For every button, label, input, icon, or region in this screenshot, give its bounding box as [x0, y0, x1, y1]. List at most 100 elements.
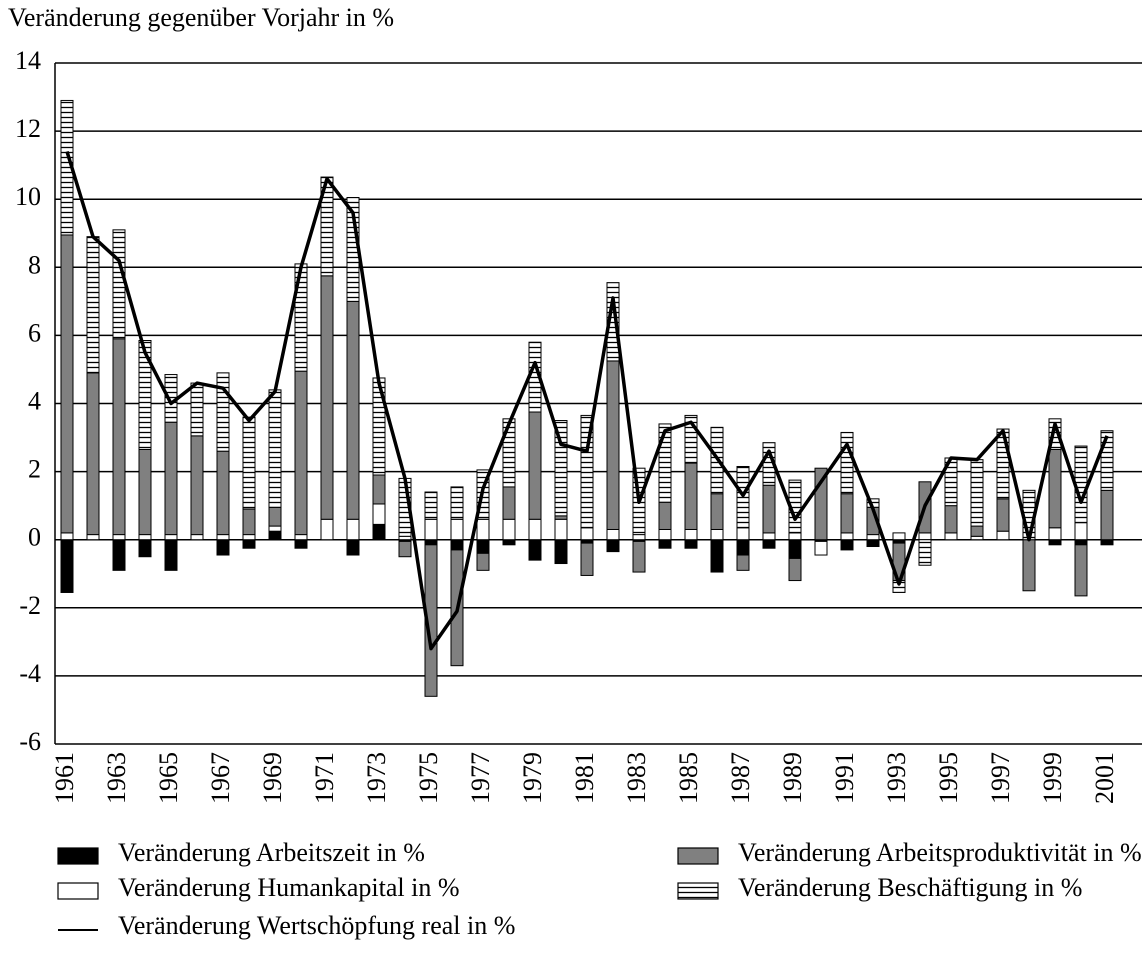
bar-segment: [736, 539, 750, 556]
bar-segment: [502, 486, 516, 520]
bar-segment: [606, 282, 620, 362]
bar-segment: [112, 539, 126, 571]
bar-segment: [112, 534, 126, 541]
bar-segment: [996, 530, 1010, 541]
bar-segment: [788, 532, 802, 541]
bar-segment: [528, 518, 542, 541]
y-tick-label: 0: [28, 523, 41, 552]
bar-segment: [164, 421, 178, 536]
bar-segment: [60, 539, 74, 593]
x-tick-label: 1987: [726, 752, 755, 804]
x-tick-label: 1999: [1038, 752, 1067, 804]
legend-label: Veränderung Arbeitszeit in %: [118, 838, 425, 867]
bar-segment: [268, 389, 282, 508]
bar-segment: [814, 540, 828, 556]
x-tick-label: 1997: [986, 752, 1015, 804]
x-tick-label: 1965: [154, 752, 183, 804]
bar-segment: [840, 539, 854, 551]
bar-segment: [892, 532, 906, 541]
bar-segment: [294, 370, 308, 536]
legend-swatch: [57, 882, 99, 900]
bar-segment: [164, 539, 178, 571]
x-tick-label: 1967: [206, 752, 235, 804]
bar-segment: [86, 372, 100, 536]
bar-segment: [476, 539, 490, 554]
bar-segment: [632, 540, 646, 573]
bar-segment: [346, 539, 360, 556]
x-tick-label: 1985: [674, 752, 703, 804]
x-tick-label: 1989: [778, 752, 807, 804]
bar-segment: [892, 539, 906, 544]
bar-segment: [970, 535, 984, 541]
bar-segment: [606, 539, 620, 553]
bar-segment: [762, 484, 776, 534]
bar-segment: [580, 542, 594, 576]
bar-segment: [554, 539, 568, 565]
chart-title: Veränderung gegenüber Vorjahr in %: [8, 3, 394, 32]
y-tick-label: 6: [28, 318, 41, 347]
bar-segment: [606, 528, 620, 541]
bar-segment: [996, 428, 1010, 500]
bar-segment: [788, 557, 802, 582]
y-tick-label: 12: [15, 114, 41, 143]
bar-segment: [138, 534, 152, 541]
bar-segment: [138, 539, 152, 558]
bar-segment: [398, 535, 412, 541]
bar-segment: [528, 411, 542, 520]
bar-segment: [528, 539, 542, 561]
bar-segment: [710, 539, 724, 573]
bar-segment: [1074, 544, 1088, 597]
bar-segment: [216, 372, 230, 452]
bar-segment: [242, 539, 256, 549]
bar-segment: [346, 300, 360, 520]
x-tick-label: 1961: [50, 752, 79, 804]
bar-segment: [112, 229, 126, 340]
y-tick-label: 8: [28, 250, 41, 279]
bar-segment: [736, 527, 750, 541]
y-tick-label: -6: [19, 727, 41, 756]
bar-segment: [944, 505, 958, 534]
bar-segment: [476, 552, 490, 571]
bar-segment: [684, 528, 698, 541]
legend-swatch: [677, 847, 719, 865]
legend-swatch: [677, 882, 719, 900]
bar-segment: [866, 534, 880, 541]
line-series: [65, 151, 1109, 651]
bar-segment: [190, 534, 204, 541]
x-tick-label: 1975: [414, 752, 443, 804]
x-tick-label: 1963: [102, 752, 131, 804]
bar-segment: [268, 506, 282, 527]
bar-segment: [320, 275, 334, 520]
y-tick-label: 14: [15, 46, 41, 75]
bar-segment: [502, 418, 516, 488]
y-tick-label: -2: [19, 591, 41, 620]
bar-segment: [632, 534, 646, 541]
bar-segment: [424, 539, 438, 546]
bar-segment: [658, 539, 672, 549]
bar-segment: [424, 518, 438, 541]
bar-segment: [242, 416, 256, 510]
bar-segment: [372, 474, 386, 505]
y-tick-label: 10: [15, 182, 41, 211]
bar-segment: [450, 486, 464, 520]
y-tick-label: 2: [28, 455, 41, 484]
bar-segment: [1048, 448, 1062, 529]
bar-segment: [138, 448, 152, 536]
bar-segment: [242, 534, 256, 541]
bar-segment: [60, 532, 74, 541]
x-tick-label: 1983: [622, 752, 651, 804]
bar-segment: [554, 515, 568, 520]
bar-segment: [268, 525, 282, 532]
bar-segment: [918, 532, 932, 541]
bar-segment: [502, 539, 516, 546]
bar-segment: [216, 534, 230, 541]
bar-segment: [710, 493, 724, 530]
bar-segment: [268, 530, 282, 541]
bar-segment: [1048, 539, 1062, 546]
bar-segment: [86, 236, 100, 374]
bar-segment: [1022, 539, 1036, 592]
bar-segment: [840, 431, 854, 495]
bar-segment: [190, 382, 204, 437]
bar-segment: [1074, 539, 1088, 546]
